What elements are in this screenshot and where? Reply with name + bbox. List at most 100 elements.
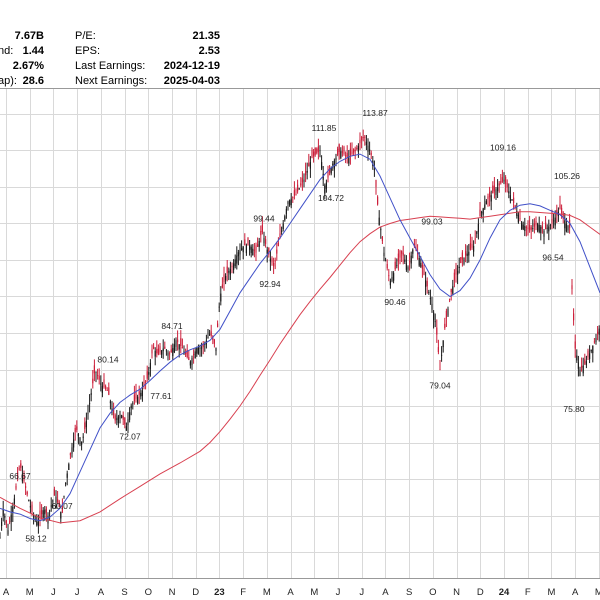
candle-body — [463, 257, 465, 264]
candle-body — [76, 426, 78, 430]
candle-body — [17, 471, 19, 480]
stat-row-last-earnings: Last Earnings: 2024-12-19 — [75, 60, 220, 74]
candle-body — [476, 231, 478, 234]
stat-value: 2025-04-03 — [163, 75, 220, 87]
stat-row-market-cap: 7.67B — [0, 30, 300, 44]
candle-body — [289, 200, 291, 206]
candle-body — [295, 194, 297, 195]
stat-label: nd: — [0, 45, 14, 57]
candle-body — [493, 185, 495, 192]
candle-body — [546, 227, 548, 229]
stat-row-next-earnings: Next Earnings: 2025-04-03 — [75, 75, 220, 89]
candle-body — [201, 347, 203, 349]
candle-body — [353, 148, 355, 153]
candle-body — [154, 350, 156, 357]
candle-body — [193, 354, 195, 355]
price-annotation: 111.85 — [312, 123, 337, 133]
candle-body — [122, 415, 124, 420]
candle-body — [477, 223, 479, 232]
candle-body — [319, 150, 321, 152]
candle-body — [191, 358, 193, 366]
stat-label: Next Earnings: — [75, 75, 148, 87]
candle-body — [242, 246, 244, 253]
candle-body — [21, 474, 23, 482]
candle-body — [84, 422, 86, 429]
candle-body — [241, 248, 243, 250]
candle-body — [305, 171, 307, 176]
candle-body — [346, 152, 348, 157]
candle-body — [113, 408, 115, 415]
candle-body — [39, 510, 41, 518]
stat-value: 2024-12-19 — [163, 60, 220, 72]
candle-body — [217, 323, 219, 328]
candle-body — [405, 263, 407, 270]
candle-body — [79, 437, 81, 445]
candle-body — [364, 136, 366, 138]
candle-body — [404, 259, 406, 262]
candle-body — [85, 421, 87, 428]
candle-body — [279, 233, 281, 238]
candle-body — [589, 353, 591, 359]
candle-body — [551, 219, 553, 224]
candle-body — [23, 475, 25, 482]
candle-body — [595, 337, 597, 342]
price-annotation: 109.16 — [490, 143, 516, 153]
candle-body — [362, 137, 364, 138]
candle-body — [471, 243, 473, 248]
x-tick-label: S — [406, 587, 412, 598]
candle-body — [124, 418, 126, 425]
ma50-line — [0, 153, 600, 522]
candle-body — [181, 347, 183, 349]
candle-body — [401, 250, 403, 254]
candle-body — [469, 243, 471, 250]
candle-body — [260, 231, 262, 236]
candle-body — [306, 170, 308, 173]
candle-body — [495, 189, 497, 196]
candle-body — [151, 349, 153, 354]
candle-body — [444, 323, 446, 329]
candle-body — [423, 268, 425, 275]
candle-body — [522, 224, 524, 230]
candle-body — [290, 198, 292, 206]
candle-body — [177, 339, 179, 343]
candle-body — [226, 266, 228, 274]
x-tick-label: A — [98, 587, 105, 598]
candle-body — [261, 224, 263, 233]
moving-averages — [0, 153, 600, 524]
candle-body — [564, 220, 566, 229]
candle-body — [229, 269, 231, 275]
x-tick-label: F — [240, 587, 246, 598]
candle-body — [519, 218, 521, 219]
candle-body — [369, 149, 371, 151]
candle-body — [127, 419, 129, 426]
candle-body — [543, 230, 545, 237]
candle-body — [50, 505, 52, 507]
candle-body — [37, 521, 39, 526]
candle-body — [130, 405, 132, 409]
candle-body — [327, 171, 329, 178]
price-annotation: 99.03 — [421, 217, 443, 227]
x-tick-label: M — [263, 587, 271, 598]
x-tick-label: S — [121, 587, 127, 598]
candle-body — [490, 195, 492, 202]
candle-body — [149, 362, 151, 369]
price-annotation: 96.54 — [542, 253, 564, 263]
candle-body — [153, 346, 155, 349]
candle-body — [399, 250, 401, 258]
candle-body — [55, 496, 57, 503]
candle-body — [237, 252, 239, 257]
candle-body — [42, 510, 44, 518]
price-annotation: 84.71 — [161, 321, 183, 331]
candle-body — [333, 160, 335, 169]
candle-body — [162, 348, 164, 352]
candle-body — [287, 201, 289, 205]
candle-body — [159, 346, 161, 353]
candle-body — [68, 464, 70, 470]
candle-body — [33, 516, 35, 518]
candle-body — [330, 167, 332, 174]
candle-body — [433, 312, 435, 321]
candle-body — [597, 331, 599, 334]
candle-body — [442, 340, 444, 348]
price-annotation: 80.14 — [97, 355, 119, 365]
candle-body — [44, 509, 46, 515]
